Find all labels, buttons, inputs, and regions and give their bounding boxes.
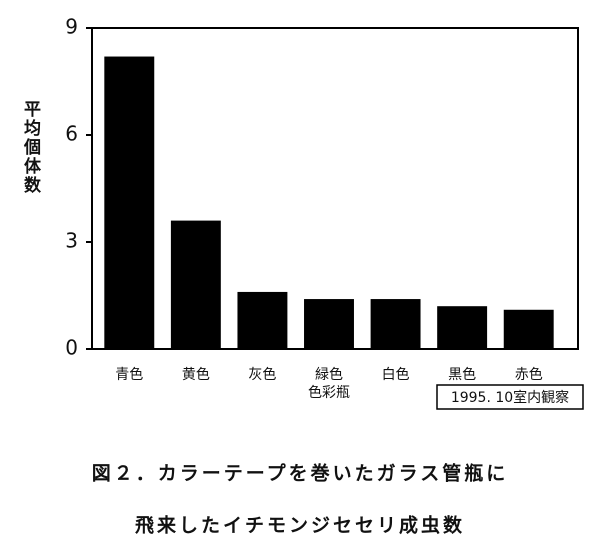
x-tick-label: 赤色 — [515, 366, 543, 383]
bar — [170, 220, 221, 349]
y-tick-label: 0 — [65, 336, 78, 360]
y-tick-label: 6 — [65, 122, 78, 146]
x-tick-label: 青色 — [115, 366, 143, 383]
y-axis-label: 平均個体数 — [20, 100, 42, 195]
bar — [370, 299, 421, 349]
x-tick-label: 黒色 — [448, 366, 476, 383]
x-tick-label: 緑色色彩瓶 — [308, 366, 350, 401]
bar — [237, 291, 288, 349]
y-tick-label: 9 — [65, 15, 78, 39]
y-tick-label: 3 — [65, 229, 78, 253]
bar — [437, 306, 488, 349]
bar — [503, 309, 554, 349]
x-tick-label: 白色 — [382, 366, 410, 383]
annotation-box — [436, 384, 584, 410]
bar — [304, 299, 354, 349]
x-tick-label: 黄色 — [182, 366, 210, 383]
caption: 飛来したイチモンジセセリ成虫数 — [135, 514, 465, 537]
x-tick-label: 灰色 — [248, 366, 276, 383]
caption: 図２．カラーテープを巻いたガラス管瓶に — [92, 462, 508, 485]
annotation: 1995. 10室内観察 — [451, 389, 569, 406]
bar — [104, 56, 155, 350]
